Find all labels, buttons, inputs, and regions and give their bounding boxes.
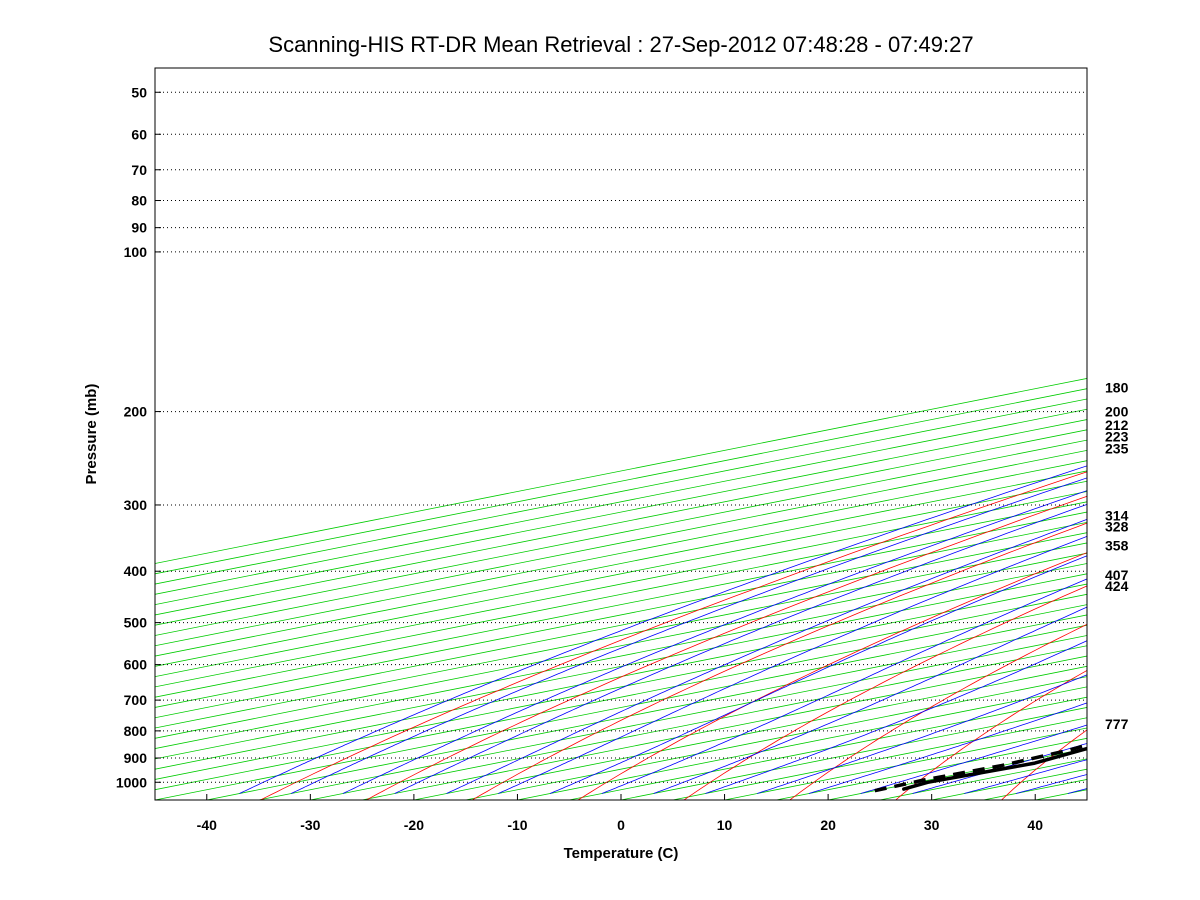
isotherm-line [155,604,1087,791]
y-tick-label: 800 [124,723,148,739]
moist-adiabat-line [446,518,1087,794]
moist-adiabat-line [342,490,1087,794]
y-tick-label: 50 [131,84,147,100]
y-axis-ticks: 50 60 70 80 90 100 200 300 400 500 600 700 800 900 100… [116,84,161,790]
x-tick-label: 0 [617,817,625,833]
isotherm-line [155,552,1087,739]
moist-adiabat-line [860,724,1087,794]
isotherm-line [155,532,1087,719]
isotherm-line [155,593,1087,780]
x-tick-label: -40 [197,817,217,833]
isotherm-line [155,501,1087,688]
isotherm-line [155,408,1087,595]
y-tick-label: 1000 [116,774,147,790]
isotherm-line [155,378,1087,564]
x-tick-label: 40 [1027,817,1043,833]
moist-adiabat-line [705,640,1087,794]
x-axis-label: Temperature (C) [564,845,679,862]
isotherm-line [155,542,1087,729]
y-tick-label: 300 [124,497,148,513]
x-tick-label: -10 [507,817,527,833]
dry-adiabat-line [366,495,1087,800]
y-tick-label: 600 [124,657,148,673]
y-tick-label: 70 [131,162,147,178]
dry-adiabat-line [471,522,1087,800]
right-label: 180 [1105,379,1129,395]
dry-adiabat-line [683,585,1087,800]
x-tick-label: -30 [300,817,320,833]
isotherm-line [155,573,1087,760]
y-tick-label: 900 [124,750,148,766]
right-label: 358 [1105,538,1129,554]
isotherm-line [310,645,1087,800]
y-tick-label: 200 [124,404,148,420]
right-label: 235 [1105,441,1129,457]
dry-adiabat-line [260,471,1087,800]
moist-adiabat-line [601,578,1087,794]
x-tick-label: 30 [924,817,940,833]
isotherm-line [155,388,1087,575]
isotherm-line [413,665,1087,800]
isotherm-line [206,624,1087,800]
x-tick-label: 20 [820,817,836,833]
y-axis-label: Pressure (mb) [83,384,100,485]
moist-adiabat-line [239,465,1087,794]
background-lines [155,378,1087,800]
x-tick-label: 10 [717,817,733,833]
moist-adiabat-line [757,674,1087,794]
right-label: 212 [1105,417,1129,433]
moist-adiabat-line [653,606,1087,794]
isotherm-line [155,614,1087,800]
y-tick-label: 90 [131,220,147,236]
dry-adiabat-line [895,669,1087,800]
isotherm-line [155,563,1087,749]
moist-adiabat-line [498,535,1087,794]
y-tick-label: 500 [124,615,148,631]
right-label: 200 [1105,404,1129,420]
dry-adiabat-line [789,623,1087,800]
right-label: 777 [1105,716,1129,732]
y-tick-label: 400 [124,563,148,579]
isotherm-line [155,521,1087,708]
y-tick-label: 80 [131,193,147,209]
moist-adiabat-line [549,555,1087,794]
x-tick-label: -20 [404,817,424,833]
chart-title: Scanning-HIS RT-DR Mean Retrieval : 27-S… [268,32,973,57]
moist-adiabat-line [394,503,1087,794]
isotherm-line [155,419,1087,606]
isotherm-line [258,635,1087,800]
x-axis-ticks: -40 -30 -20 -10 0 10 20 30 40 [197,794,1043,833]
dry-adiabat-line [577,552,1087,800]
isotherm-line [155,511,1087,698]
right-label: 424 [1105,578,1129,594]
y-tick-label: 700 [124,692,148,708]
y-tick-label: 60 [131,126,147,142]
right-label: 223 [1105,429,1129,445]
right-label: 407 [1105,567,1129,583]
moist-adiabat-line [291,477,1087,794]
right-label: 314 [1105,507,1129,523]
moist-adiabat-line [808,702,1087,794]
isotherm-line [362,655,1087,800]
isotherm-line [155,429,1087,616]
isotherm-line [155,583,1087,770]
isotherm-line [155,398,1087,585]
pressure-gridlines [155,91,1087,783]
right-label: 328 [1105,518,1129,534]
y-tick-label: 100 [124,244,148,260]
